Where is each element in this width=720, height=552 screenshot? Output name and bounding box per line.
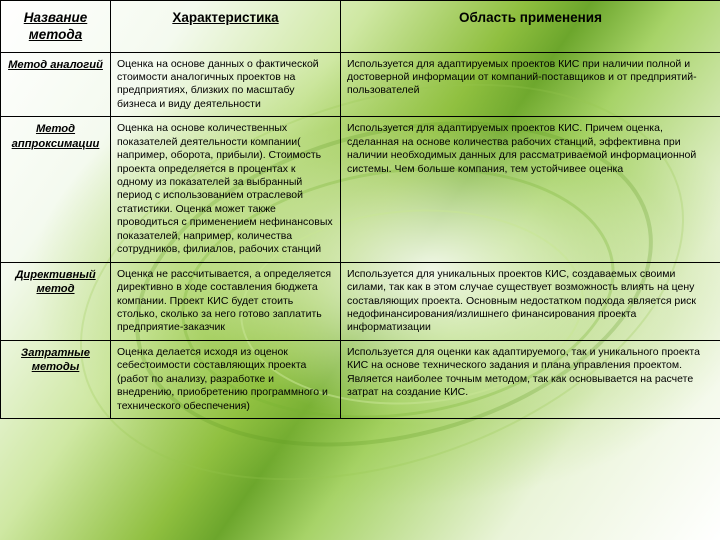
- table-row: Директивный метод Оценка не рассчитывает…: [1, 262, 720, 340]
- cell-characteristic: Оценка делается исходя из оценок себесто…: [111, 340, 341, 418]
- cell-application: Используется для оценки как адаптируемог…: [341, 340, 720, 418]
- col-header-method: Название метода: [1, 1, 111, 53]
- cell-method-name: Затратные методы: [1, 340, 111, 418]
- cell-characteristic: Оценка на основе данных о фактической ст…: [111, 52, 341, 117]
- cell-application: Используется для уникальных проектов КИС…: [341, 262, 720, 340]
- cell-characteristic: Оценка не рассчитывается, а определяется…: [111, 262, 341, 340]
- cell-application: Используется для адаптируемых проектов К…: [341, 117, 720, 262]
- table-row: Метод аппроксимации Оценка на основе кол…: [1, 117, 720, 262]
- col-header-characteristic: Характеристика: [111, 1, 341, 53]
- cell-method-name: Директивный метод: [1, 262, 111, 340]
- cell-characteristic: Оценка на основе количественных показате…: [111, 117, 341, 262]
- cell-application: Используется для адаптируемых проектов К…: [341, 52, 720, 117]
- cell-method-name: Метод аппроксимации: [1, 117, 111, 262]
- col-header-application: Область применения: [341, 1, 720, 53]
- table-header-row: Название метода Характеристика Область п…: [1, 1, 720, 53]
- table-row: Метод аналогий Оценка на основе данных о…: [1, 52, 720, 117]
- cell-method-name: Метод аналогий: [1, 52, 111, 117]
- table-row: Затратные методы Оценка делается исходя …: [1, 340, 720, 418]
- methods-table: Название метода Характеристика Область п…: [0, 0, 720, 419]
